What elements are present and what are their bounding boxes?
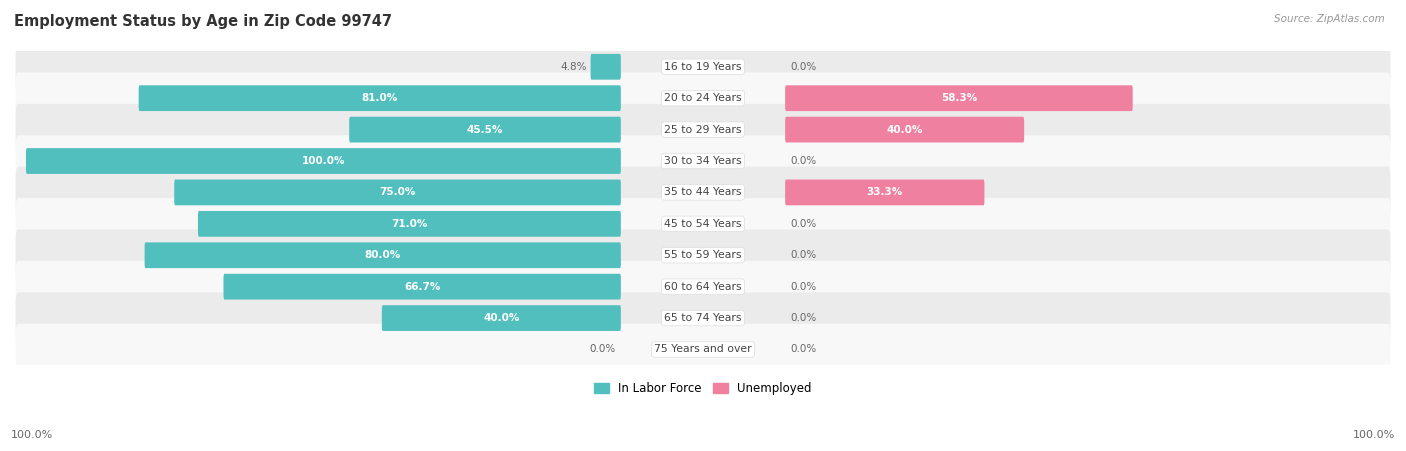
Text: 66.7%: 66.7% [404, 282, 440, 292]
Legend: In Labor Force, Unemployed: In Labor Force, Unemployed [589, 377, 817, 400]
FancyBboxPatch shape [145, 242, 621, 268]
Text: 0.0%: 0.0% [589, 345, 616, 354]
Text: 100.0%: 100.0% [1353, 430, 1395, 440]
Text: 75.0%: 75.0% [380, 188, 416, 198]
Text: 16 to 19 Years: 16 to 19 Years [664, 62, 742, 72]
FancyBboxPatch shape [785, 179, 984, 205]
FancyBboxPatch shape [785, 117, 1024, 143]
Text: 0.0%: 0.0% [790, 219, 817, 229]
Text: 71.0%: 71.0% [391, 219, 427, 229]
Text: 45.5%: 45.5% [467, 124, 503, 134]
FancyBboxPatch shape [15, 324, 1391, 375]
Text: 0.0%: 0.0% [790, 250, 817, 260]
Text: 20 to 24 Years: 20 to 24 Years [664, 93, 742, 103]
FancyBboxPatch shape [15, 104, 1391, 155]
FancyBboxPatch shape [382, 305, 621, 331]
Text: 81.0%: 81.0% [361, 93, 398, 103]
FancyBboxPatch shape [15, 73, 1391, 124]
Text: 80.0%: 80.0% [364, 250, 401, 260]
Text: 33.3%: 33.3% [866, 188, 903, 198]
Text: 100.0%: 100.0% [11, 430, 53, 440]
Text: 40.0%: 40.0% [484, 313, 520, 323]
FancyBboxPatch shape [224, 274, 621, 299]
Text: Source: ZipAtlas.com: Source: ZipAtlas.com [1274, 14, 1385, 23]
FancyBboxPatch shape [15, 135, 1391, 187]
Text: 4.8%: 4.8% [560, 62, 586, 72]
Text: 65 to 74 Years: 65 to 74 Years [664, 313, 742, 323]
Text: 45 to 54 Years: 45 to 54 Years [664, 219, 742, 229]
FancyBboxPatch shape [349, 117, 621, 143]
FancyBboxPatch shape [591, 54, 621, 80]
Text: 35 to 44 Years: 35 to 44 Years [664, 188, 742, 198]
FancyBboxPatch shape [15, 292, 1391, 344]
FancyBboxPatch shape [15, 261, 1391, 313]
FancyBboxPatch shape [15, 198, 1391, 249]
FancyBboxPatch shape [139, 85, 621, 111]
Text: 0.0%: 0.0% [790, 313, 817, 323]
Text: 25 to 29 Years: 25 to 29 Years [664, 124, 742, 134]
Text: 30 to 34 Years: 30 to 34 Years [664, 156, 742, 166]
Text: 55 to 59 Years: 55 to 59 Years [664, 250, 742, 260]
Text: 60 to 64 Years: 60 to 64 Years [664, 282, 742, 292]
Text: 0.0%: 0.0% [790, 156, 817, 166]
Text: 0.0%: 0.0% [790, 62, 817, 72]
Text: 75 Years and over: 75 Years and over [654, 345, 752, 354]
Text: 0.0%: 0.0% [790, 282, 817, 292]
Text: 40.0%: 40.0% [886, 124, 922, 134]
FancyBboxPatch shape [198, 211, 621, 237]
Text: 58.3%: 58.3% [941, 93, 977, 103]
FancyBboxPatch shape [15, 167, 1391, 218]
Text: 100.0%: 100.0% [302, 156, 344, 166]
FancyBboxPatch shape [785, 85, 1133, 111]
Text: Employment Status by Age in Zip Code 99747: Employment Status by Age in Zip Code 997… [14, 14, 392, 28]
FancyBboxPatch shape [25, 148, 621, 174]
Text: 0.0%: 0.0% [790, 345, 817, 354]
FancyBboxPatch shape [174, 179, 621, 205]
FancyBboxPatch shape [15, 41, 1391, 92]
FancyBboxPatch shape [15, 230, 1391, 281]
